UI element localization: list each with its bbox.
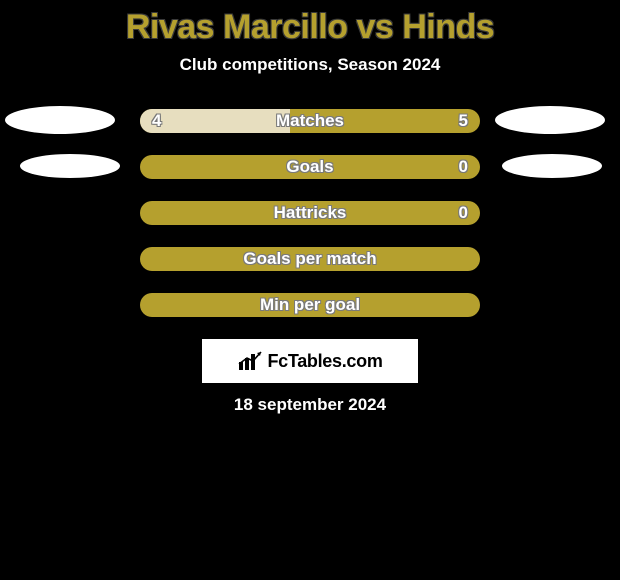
stat-row: 0Hattricks xyxy=(0,201,620,225)
brand-box[interactable]: FcTables.com xyxy=(202,339,418,383)
stat-row: 45Matches xyxy=(0,109,620,133)
page-subtitle: Club competitions, Season 2024 xyxy=(0,55,620,75)
stat-row: Min per goal xyxy=(0,293,620,317)
stat-value-right: 0 xyxy=(459,155,468,179)
stats-rows: 45Matches0Goals0HattricksGoals per match… xyxy=(0,109,620,317)
stat-bar-fill xyxy=(140,109,290,133)
page-title: Rivas Marcillo vs Hinds xyxy=(0,0,620,47)
stat-value-left: 4 xyxy=(152,109,161,133)
player-ellipse-left xyxy=(5,106,115,134)
player-ellipse-right xyxy=(502,154,602,178)
brand-text: FcTables.com xyxy=(267,351,382,372)
stat-bar-bg xyxy=(140,293,480,317)
date-label: 18 september 2024 xyxy=(0,395,620,415)
stat-value-right: 0 xyxy=(459,201,468,225)
player-ellipse-left xyxy=(20,154,120,178)
stat-row: 0Goals xyxy=(0,155,620,179)
stat-bar-bg xyxy=(140,155,480,179)
player-ellipse-right xyxy=(495,106,605,134)
stat-value-right: 5 xyxy=(459,109,468,133)
brand-chart-icon xyxy=(237,350,263,372)
stat-bar-bg xyxy=(140,201,480,225)
stat-bar-bg xyxy=(140,247,480,271)
stat-row: Goals per match xyxy=(0,247,620,271)
